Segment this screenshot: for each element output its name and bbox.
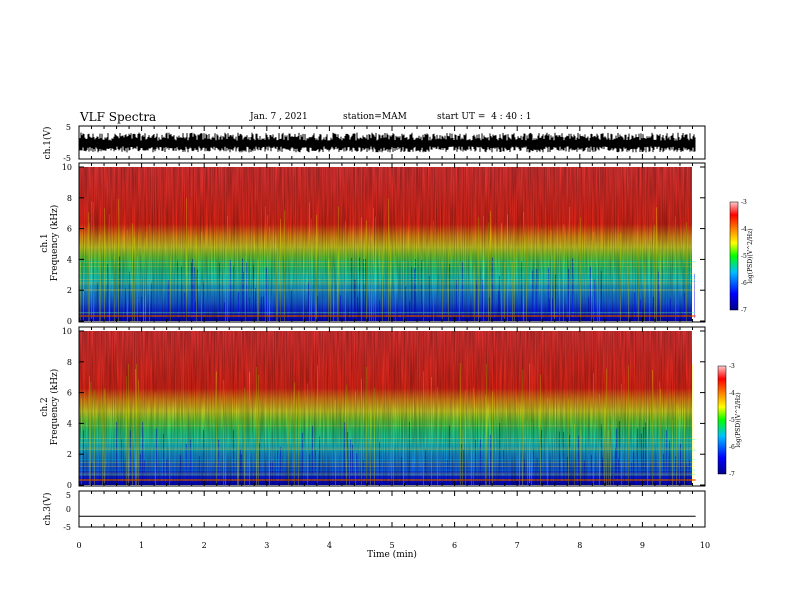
date-label: Jan. 7 , 2021: [250, 112, 308, 122]
ch3-waveform-panel: 0 5 -5 ch.3(V): [42, 490, 706, 532]
y-tick-label: 8: [67, 194, 72, 203]
x-tick-label: 7: [515, 541, 520, 550]
p4-ytick-top: 5: [66, 491, 71, 500]
ch1-colorbar: [729, 201, 739, 311]
y-tick-label: 0: [67, 317, 72, 326]
chart-title: VLF Spectra: [80, 110, 157, 124]
ch1-waveform-panel: 5 -5 ch.1(V): [42, 123, 706, 163]
p4-ylabel: ch.3(V): [42, 493, 53, 526]
y-tick-label: 10: [62, 163, 72, 172]
x-tick-label: 3: [264, 541, 269, 550]
p4-ytick-bottom: -5: [63, 523, 71, 532]
p1-ytick-top: 5: [66, 123, 71, 132]
y-tick-label: 4: [67, 419, 72, 428]
ch1-waveform-trace: [79, 132, 696, 153]
y-tick-label: 2: [67, 450, 72, 459]
spectrogram-streak: [694, 273, 695, 318]
y-tick-label: 2: [67, 286, 72, 295]
x-tick-label: 5: [389, 541, 394, 550]
colorbar-tick-label: -5: [741, 253, 747, 260]
x-tick-label: 8: [577, 541, 582, 550]
y-tick-label: 0: [67, 481, 72, 490]
p3-ylabel-freq: Frequency (kHz): [49, 369, 60, 446]
colorbar-tick-label: -6: [741, 280, 747, 287]
x-axis-label: Time (min): [367, 549, 417, 560]
y-tick-label: 6: [67, 389, 72, 398]
y-tick-label: 6: [67, 225, 72, 234]
ch2-colorbar-label: log(PSD)(V^2/Hz): [735, 392, 742, 447]
x-tick-label: 0: [76, 541, 81, 550]
x-tick-label: 1: [139, 541, 144, 550]
station-label: station=MAM: [343, 112, 407, 122]
colorbar-tick-label: -4: [729, 390, 735, 397]
y-tick-label: 10: [62, 327, 72, 336]
colorbar-tick-label: -7: [741, 307, 747, 314]
time-axis: 0 1 2 3 4 5 6 7 8 9 10: [76, 541, 710, 550]
start-time-label: start UT = 4 : 40 : 1: [437, 112, 532, 122]
x-tick-label: 9: [640, 541, 645, 550]
p2-ylabel-ch: ch.1: [40, 233, 50, 252]
y-tick-label: 8: [67, 358, 72, 367]
x-tick-label: 10: [700, 541, 710, 550]
spectrogram-streak: [692, 364, 693, 485]
colorbar-tick-label: -4: [741, 226, 747, 233]
y-tick-label: 0: [66, 505, 71, 514]
p1-ylabel: ch.1(V): [42, 127, 53, 160]
colorbar-tick-label: -7: [729, 471, 735, 478]
x-tick-label: 4: [327, 541, 332, 550]
ch1-waveform-path: [79, 132, 696, 153]
ch2-colorbar: [717, 365, 727, 475]
p3-ylabel-ch: ch.2: [40, 397, 50, 416]
colorbar-tick-label: -6: [729, 444, 735, 451]
colorbar-tick-label: -5: [729, 417, 735, 424]
p1-ytick-bottom: -5: [63, 154, 71, 163]
x-tick-label: 2: [202, 541, 207, 550]
x-tick-label: 6: [452, 541, 457, 550]
y-tick-label: 4: [67, 255, 72, 264]
ch1-colorbar-label: log(PSD)(V^2/Hz): [747, 228, 754, 283]
colorbar-tick-label: -3: [729, 363, 735, 370]
p2-ylabel-freq: Frequency (kHz): [49, 205, 60, 282]
colorbar-tick-label: -3: [741, 199, 747, 206]
